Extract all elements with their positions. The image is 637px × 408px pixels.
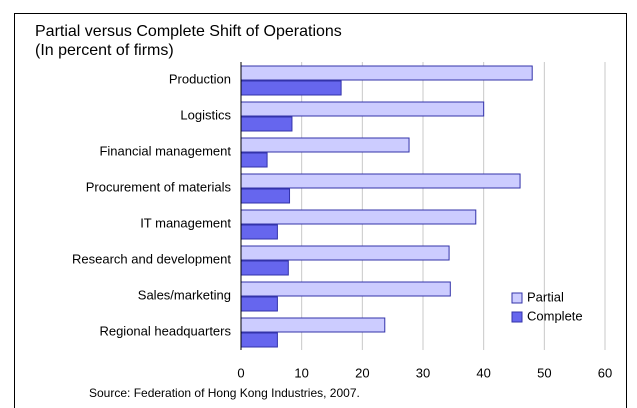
x-tick-label: 30 (416, 365, 430, 380)
legend-swatch (511, 292, 523, 304)
y-tick-label: Sales/marketing (138, 287, 231, 302)
legend-swatch (511, 311, 523, 323)
y-tick-label: IT management (140, 215, 231, 230)
x-tick-label: 60 (598, 365, 612, 380)
bar (240, 80, 342, 96)
y-tick-label: Financial management (99, 143, 231, 158)
y-tick-label: Production (169, 71, 231, 86)
bar (240, 224, 278, 240)
bar (240, 188, 291, 204)
bar (240, 281, 451, 297)
bar (240, 332, 278, 348)
bar (240, 152, 268, 168)
axes: 0 10 20 30 40 50 60 Production Logistics Financia… (72, 62, 612, 380)
x-tick-label: 40 (476, 365, 490, 380)
legend-label: Complete (527, 308, 583, 323)
chart-title: Partial versus Complete Shift of Operati… (35, 23, 342, 40)
bar (240, 317, 386, 333)
bar (240, 209, 477, 225)
source-note: Source: Federation of Hong Kong Industri… (89, 386, 360, 400)
bar (240, 101, 485, 117)
bar (240, 296, 278, 312)
bars (240, 65, 533, 348)
bar (240, 260, 289, 276)
bar (240, 116, 293, 132)
bar (240, 137, 410, 153)
y-tick-label: Research and development (72, 251, 231, 266)
y-tick-label: Procurement of materials (86, 179, 232, 194)
x-tick-label: 0 (237, 365, 244, 380)
x-tick-label: 50 (537, 365, 551, 380)
chart-subtitle: (In percent of firms) (35, 42, 174, 59)
x-tick-label: 10 (294, 365, 308, 380)
y-tick-label: Regional headquarters (99, 323, 231, 338)
bar (240, 245, 450, 261)
bar (240, 65, 533, 81)
x-tick-label: 20 (355, 365, 369, 380)
y-tick-label: Logistics (180, 107, 231, 122)
legend-label: Partial (527, 289, 564, 304)
bar (240, 173, 521, 189)
